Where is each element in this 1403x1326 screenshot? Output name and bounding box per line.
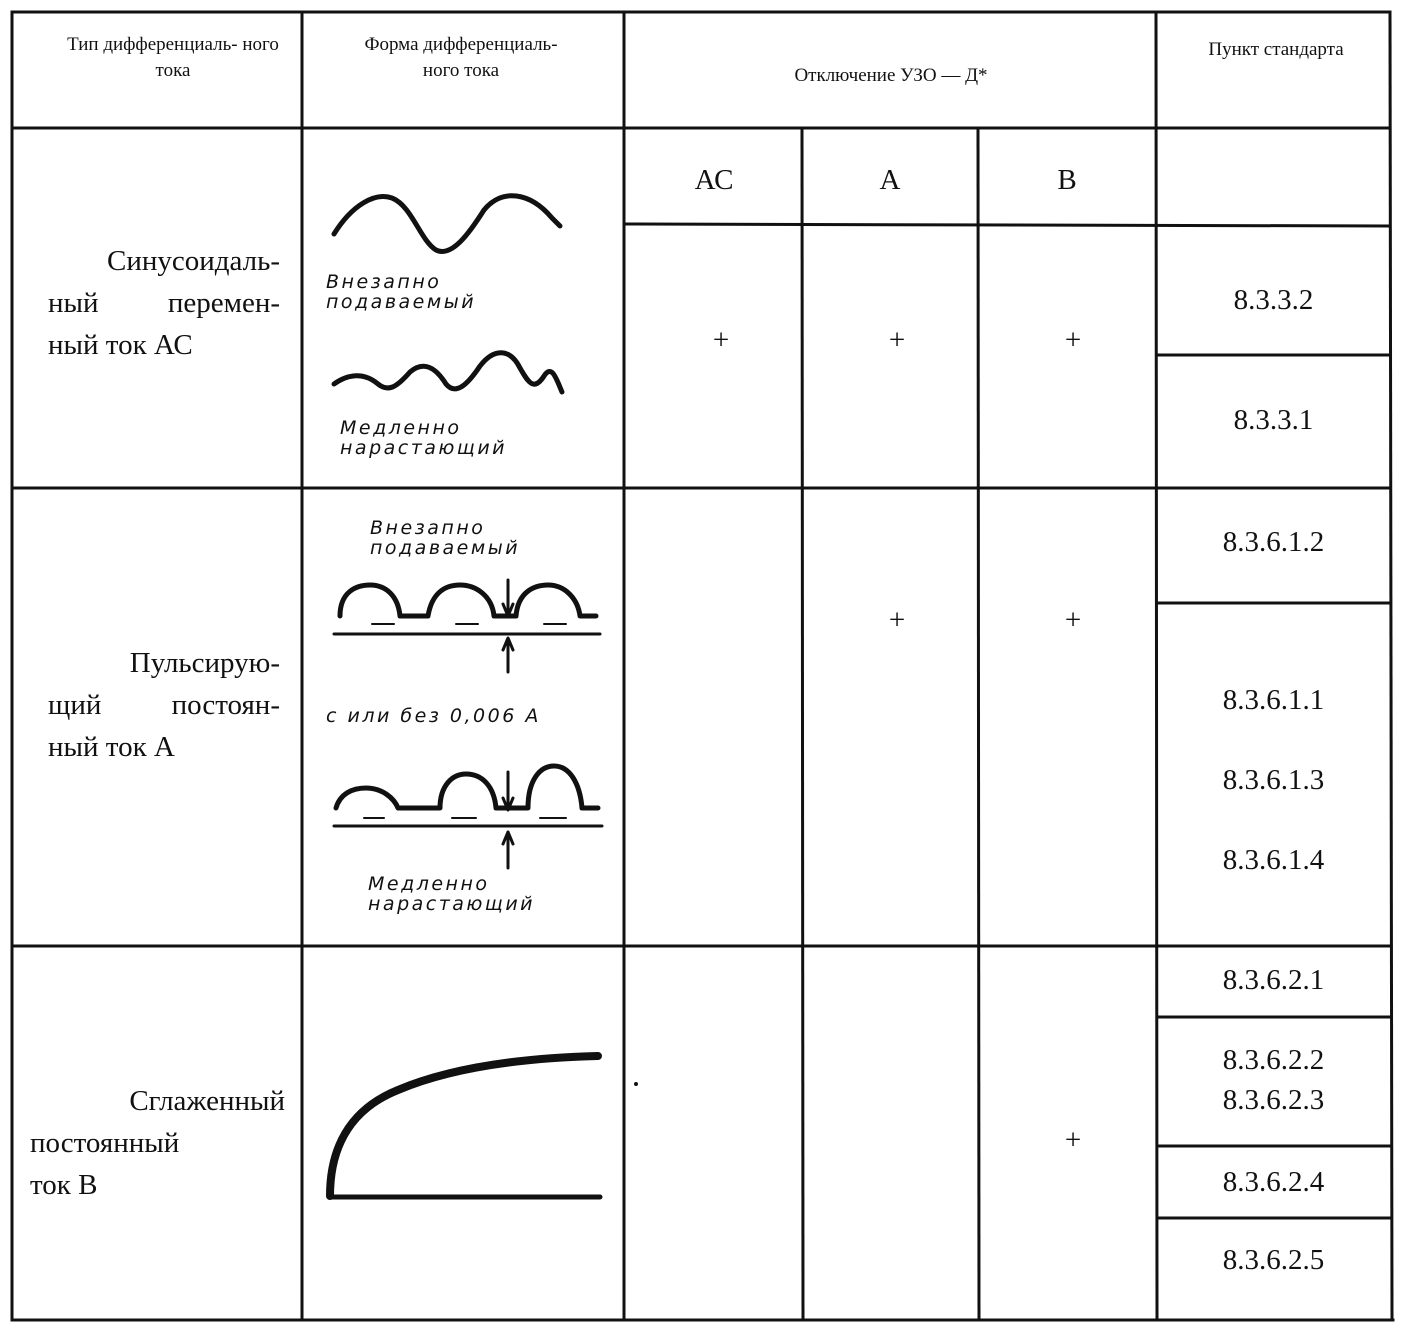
row2-type-line2: щий постоян- — [48, 689, 280, 721]
header-tripping-label: Отключение УЗО — Д* — [794, 65, 988, 86]
row2-note-sudden: Внезапно подаваемый — [370, 517, 521, 559]
row1-mark-b: + — [1064, 324, 1082, 356]
col-line-4 — [976, 126, 981, 1322]
row1-note-rising: Медленно нарастающий — [340, 417, 508, 459]
border-right — [1388, 10, 1394, 1322]
row2-note-offset: с или без 0,006 А — [326, 705, 541, 727]
device-type-ac: АС — [694, 164, 734, 196]
row3-clause-1: 8.3.6.2.1 — [1222, 964, 1325, 996]
row3-clause-5: 8.3.6.2.5 — [1222, 1244, 1325, 1276]
device-type-b: В — [1057, 164, 1077, 196]
row2-type-label: Пульсирую- щий постоян- ный ток А — [48, 642, 280, 768]
row1-type-line2: ный перемен- — [48, 287, 280, 319]
row2-mark-a: + — [888, 604, 906, 636]
row3-type-line2: постоянный — [30, 1127, 180, 1159]
pulsed-wave-rising — [333, 763, 601, 811]
device-type-a: А — [879, 164, 901, 196]
header-type-label: Тип дифференциаль- ного тока — [67, 34, 279, 81]
subheader-line — [622, 222, 1392, 228]
row3-clause-2: 8.3.6.2.2 — [1222, 1044, 1325, 1076]
pulsed-wave-sudden — [337, 582, 599, 619]
sine-wave-rising — [331, 350, 565, 395]
header-form-label: Форма дифференциаль- ного тока — [364, 34, 558, 81]
row3-clause-3: 8.3.6.2.3 — [1222, 1084, 1325, 1116]
row2-note-rising: Медленно нарастающий — [368, 873, 536, 915]
col-line-3 — [800, 126, 805, 1322]
row3-type-line3: ток В — [30, 1169, 98, 1201]
row1-mark-ac: + — [712, 324, 730, 356]
smooth-dc-curve — [326, 1052, 602, 1200]
header-clause-label: Пункт стандарта — [1208, 39, 1344, 60]
row1-type-line1: Синусоидаль- — [106, 245, 280, 277]
row2-clause-1: 8.3.6.1.2 — [1222, 526, 1325, 558]
row3-mark-b: + — [1064, 1124, 1082, 1156]
row2-type-line1: Пульсирую- — [129, 647, 280, 679]
sine-wave-large — [331, 193, 563, 254]
row3-type-line1: Сглаженный — [129, 1085, 285, 1117]
col-line-6 — [1154, 10, 1159, 1322]
row1-note-sudden: Внезапно подаваемый — [326, 271, 477, 313]
row2-clause-3: 8.3.6.1.3 — [1222, 764, 1325, 796]
row3-clause-4: 8.3.6.2.4 — [1222, 1166, 1325, 1198]
row2-mark-b: + — [1064, 604, 1082, 636]
row1-type-label: Синусоидаль- ный перемен- ный ток АС — [48, 240, 280, 366]
row2-clause-2: 8.3.6.1.1 — [1222, 684, 1325, 716]
row1-mark-a: + — [888, 324, 906, 356]
row1-clause-1: 8.3.3.2 — [1233, 284, 1314, 316]
row1-clause-2: 8.3.3.1 — [1233, 404, 1314, 436]
row3-type-label: Сглаженный постоянный ток В — [30, 1080, 285, 1206]
row2-type-line3: ный ток А — [48, 731, 175, 763]
row1-type-line3: ный ток АС — [48, 329, 193, 361]
row2-clause-4: 8.3.6.1.4 — [1222, 844, 1325, 876]
